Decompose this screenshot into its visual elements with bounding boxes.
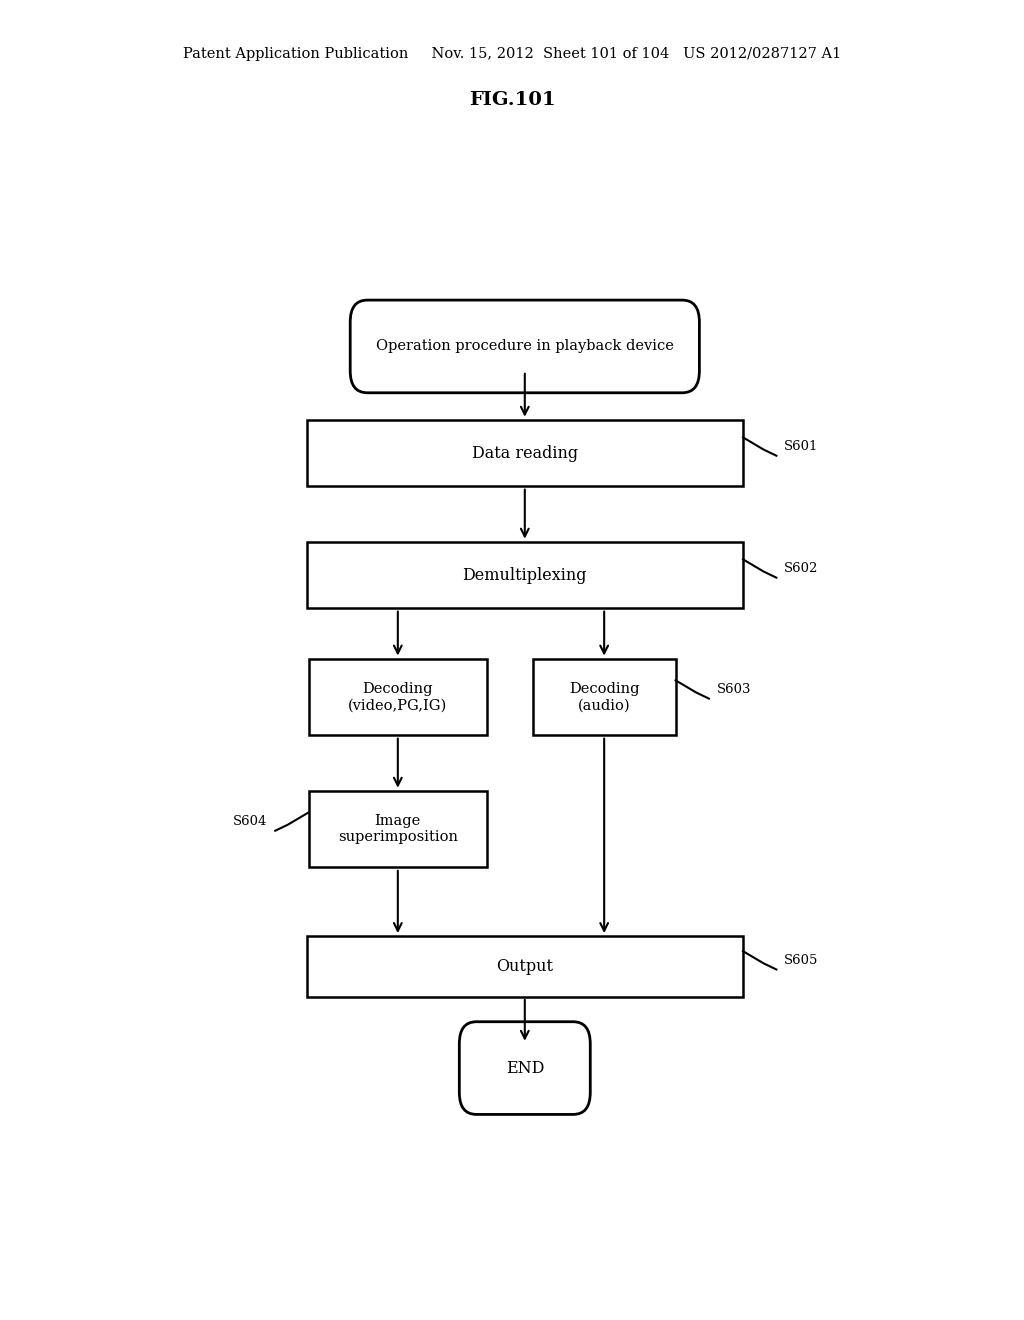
Bar	[306, 936, 743, 997]
Text: S604: S604	[232, 816, 267, 828]
Text: Decoding
(video,PG,IG): Decoding (video,PG,IG)	[348, 682, 447, 713]
Text: S603: S603	[717, 682, 752, 696]
Bar	[308, 659, 487, 735]
Text: S601: S601	[784, 440, 818, 453]
Text: Image
superimposition: Image superimposition	[338, 814, 458, 845]
FancyBboxPatch shape	[350, 300, 699, 393]
Text: S605: S605	[784, 954, 818, 966]
Bar	[532, 659, 676, 735]
Text: FIG.101: FIG.101	[469, 91, 555, 110]
Text: Demultiplexing: Demultiplexing	[463, 566, 587, 583]
Text: S602: S602	[784, 562, 818, 576]
Text: Decoding
(audio): Decoding (audio)	[569, 682, 639, 713]
Text: Data reading: Data reading	[472, 445, 578, 462]
Bar	[308, 791, 487, 867]
Text: Patent Application Publication     Nov. 15, 2012  Sheet 101 of 104   US 2012/028: Patent Application Publication Nov. 15, …	[183, 48, 841, 61]
Bar	[306, 420, 743, 486]
Text: END: END	[506, 1060, 544, 1077]
FancyBboxPatch shape	[460, 1022, 590, 1114]
Text: Operation procedure in playback device: Operation procedure in playback device	[376, 339, 674, 354]
Text: Output: Output	[497, 958, 553, 975]
Bar	[306, 543, 743, 609]
